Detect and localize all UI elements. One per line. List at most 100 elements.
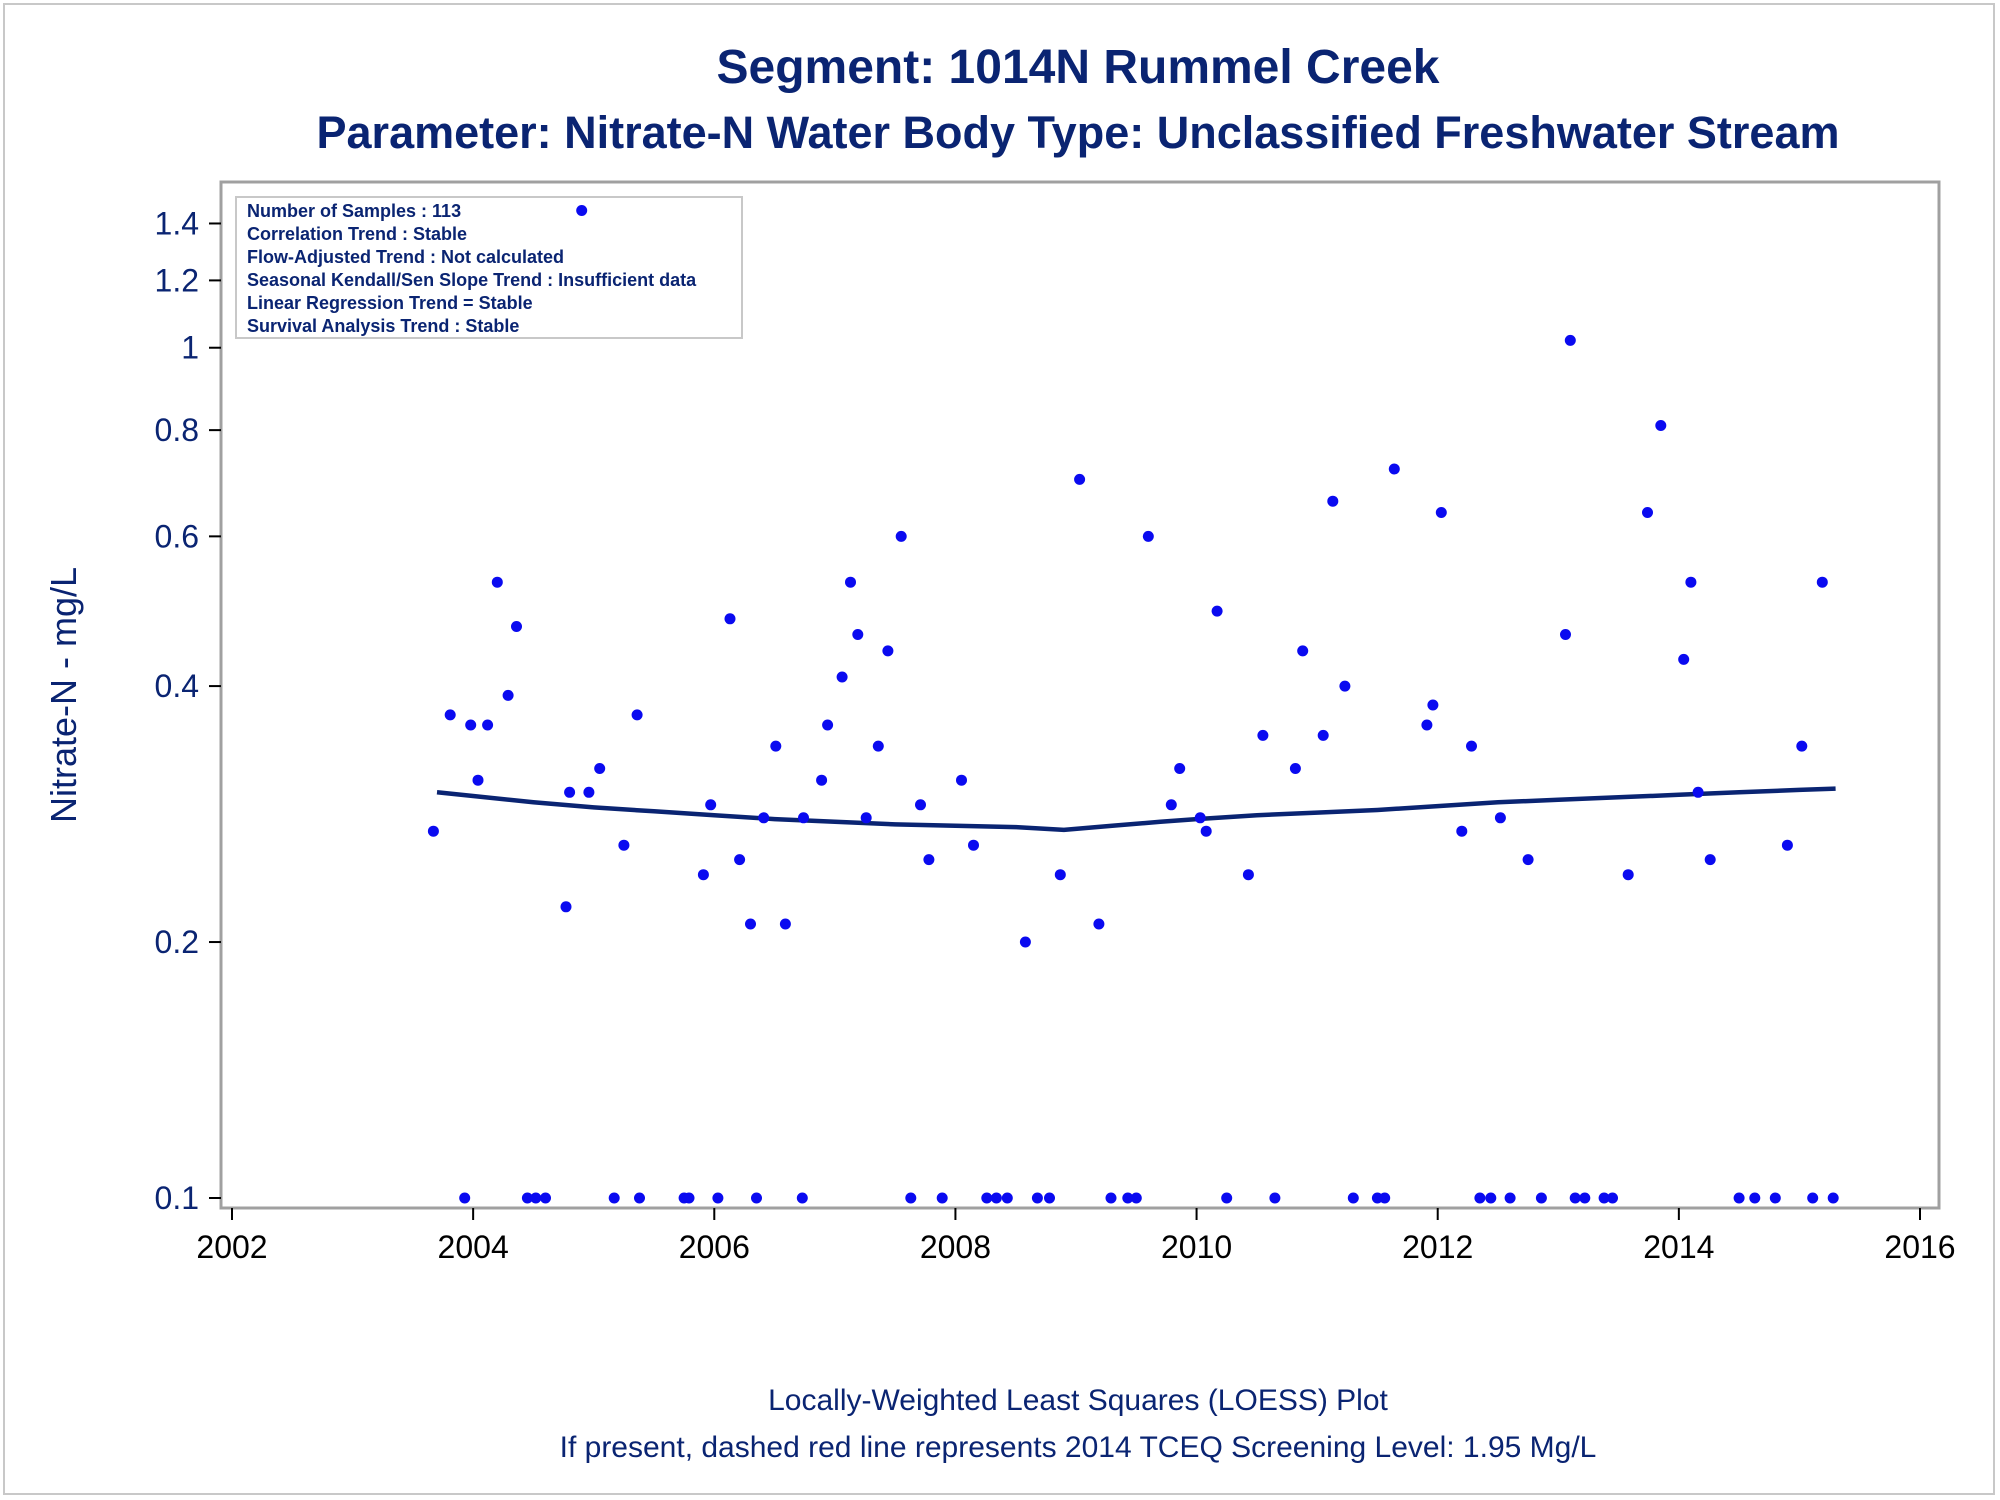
data-point — [734, 854, 746, 866]
data-point — [1142, 530, 1154, 542]
data-point — [594, 763, 606, 774]
data-point — [1211, 605, 1223, 617]
info-line-survival: Survival Analysis Trend : Stable — [247, 316, 519, 336]
data-point — [1289, 763, 1301, 774]
info-line-correlation: Correlation Trend : Stable — [247, 224, 467, 244]
data-point — [1564, 334, 1576, 346]
data-point — [465, 719, 477, 731]
data-point — [936, 1192, 948, 1204]
footnote-loess: Locally-Weighted Least Squares (LOESS) P… — [768, 1384, 1388, 1417]
plot-area — [219, 180, 1941, 1210]
data-point — [845, 576, 856, 588]
data-point — [1655, 420, 1667, 431]
footnote-screening-level: If present, dashed red line represents 2… — [560, 1431, 1597, 1464]
data-point — [540, 1192, 551, 1204]
loess-layer — [436, 786, 1836, 833]
data-point — [1054, 869, 1066, 881]
data-point — [1019, 936, 1031, 948]
data-point — [1130, 1192, 1142, 1204]
x-tick-label: 2010 — [1161, 1229, 1232, 1265]
data-point — [1347, 1192, 1359, 1204]
x-axis: 2002 2004 2006 2008 2010 2012 2014 2016 — [196, 1208, 1956, 1265]
x-tick-label: 2012 — [1402, 1229, 1473, 1265]
data-point — [758, 812, 770, 824]
chart-title: Segment: 1014N Rummel Creek — [717, 41, 1440, 94]
x-tick-label: 2014 — [1643, 1229, 1714, 1265]
x-tick-label: 2004 — [438, 1229, 509, 1265]
data-point — [1031, 1192, 1043, 1204]
data-point — [860, 812, 872, 824]
data-point — [1174, 763, 1186, 774]
y-tick-label: 1.2 — [155, 262, 199, 298]
data-point — [502, 689, 514, 701]
data-point — [705, 799, 717, 811]
data-point — [1579, 1192, 1591, 1204]
data-point — [1242, 869, 1254, 881]
data-point — [779, 918, 791, 930]
data-point — [1569, 1192, 1581, 1204]
data-point — [1622, 869, 1634, 881]
data-point — [459, 1192, 471, 1204]
data-point — [1200, 825, 1212, 837]
data-point — [1044, 1192, 1055, 1204]
data-point — [1074, 473, 1086, 485]
data-point — [1339, 680, 1351, 692]
data-point — [472, 774, 484, 786]
data-point — [1816, 576, 1828, 588]
data-point — [618, 839, 630, 851]
data-point — [882, 645, 894, 657]
data-point — [915, 799, 926, 811]
data-point — [1781, 839, 1793, 851]
info-line-linear-regression: Linear Regression Trend = Stable — [247, 293, 533, 313]
data-point — [872, 740, 884, 752]
data-point — [1093, 918, 1105, 930]
data-point — [1535, 1192, 1547, 1204]
data-point — [511, 621, 522, 632]
data-point — [482, 719, 494, 731]
data-point — [1269, 1192, 1281, 1204]
data-point — [1522, 854, 1534, 866]
points-layer — [427, 205, 1839, 1204]
data-point — [745, 918, 756, 930]
data-point — [798, 812, 809, 824]
data-point — [712, 1192, 724, 1204]
data-point — [1827, 1192, 1839, 1204]
chart-frame — [3, 3, 1995, 1495]
data-point — [1327, 495, 1339, 507]
data-point — [1642, 507, 1653, 518]
data-point — [1435, 507, 1447, 518]
data-point — [1165, 799, 1177, 811]
data-point — [981, 1192, 993, 1204]
y-tick-label: 0.4 — [155, 668, 199, 704]
x-tick-label: 2016 — [1884, 1229, 1955, 1265]
data-point — [1796, 740, 1808, 752]
data-point — [427, 825, 439, 837]
data-point — [852, 629, 864, 640]
data-point — [1427, 699, 1439, 711]
x-tick-label: 2002 — [196, 1229, 267, 1265]
info-line-flow-adjusted: Flow-Adjusted Trend : Not calculated — [247, 247, 564, 267]
data-point — [1685, 576, 1697, 588]
data-point — [1807, 1192, 1819, 1204]
data-point — [836, 671, 848, 683]
data-point — [990, 1192, 1002, 1204]
data-point — [1221, 1192, 1233, 1204]
data-point — [608, 1192, 620, 1204]
data-point — [1297, 645, 1309, 657]
data-point — [1194, 812, 1206, 824]
data-point — [770, 740, 782, 752]
data-point — [444, 709, 456, 721]
data-point — [1379, 1192, 1391, 1204]
info-box-border — [235, 196, 743, 339]
data-point — [683, 1192, 695, 1204]
info-line-samples: Number of Samples : 113 — [247, 201, 461, 221]
data-point — [583, 786, 595, 798]
y-axis-label: Nitrate-N - mg/L — [43, 567, 84, 823]
data-point — [634, 1192, 645, 1204]
data-point — [1769, 1192, 1781, 1204]
data-point — [1560, 629, 1571, 640]
data-point — [956, 774, 967, 786]
data-point — [491, 576, 503, 588]
data-point — [560, 901, 572, 913]
